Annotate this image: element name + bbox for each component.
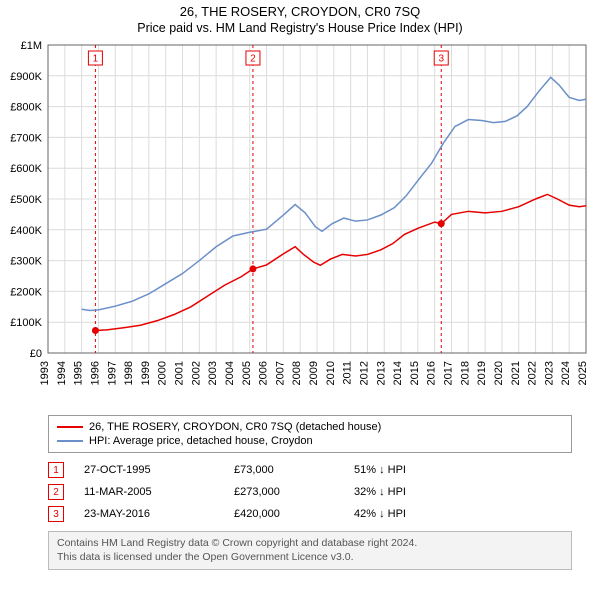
footer-line-1: Contains HM Land Registry data © Crown c… <box>57 537 563 551</box>
sale-price: £73,000 <box>234 464 354 476</box>
svg-text:2022: 2022 <box>527 361 539 385</box>
svg-text:2015: 2015 <box>409 361 421 385</box>
sale-date: 27-OCT-1995 <box>84 464 234 476</box>
sale-marker-box: 1 <box>48 462 64 478</box>
svg-text:2007: 2007 <box>274 361 286 385</box>
legend-label: HPI: Average price, detached house, Croy… <box>89 435 313 447</box>
svg-text:2014: 2014 <box>392 361 404 385</box>
svg-text:2003: 2003 <box>207 361 219 385</box>
svg-text:2004: 2004 <box>224 361 236 385</box>
svg-text:2019: 2019 <box>476 361 488 385</box>
svg-text:£800K: £800K <box>10 102 42 114</box>
svg-text:£500K: £500K <box>10 194 42 206</box>
svg-text:£900K: £900K <box>10 71 42 83</box>
svg-text:2009: 2009 <box>308 361 320 385</box>
svg-text:2001: 2001 <box>174 361 186 385</box>
sale-price: £420,000 <box>234 508 354 520</box>
svg-text:£700K: £700K <box>10 132 42 144</box>
svg-text:2005: 2005 <box>241 361 253 385</box>
svg-text:2023: 2023 <box>543 361 555 385</box>
legend: 26, THE ROSERY, CROYDON, CR0 7SQ (detach… <box>48 415 572 453</box>
attribution-footer: Contains HM Land Registry data © Crown c… <box>48 531 572 570</box>
legend-swatch <box>57 426 83 428</box>
sales-row: 1 27-OCT-1995£73,00051% ↓ HPI <box>48 459 572 481</box>
chart-area: £0 £100K £200K £300K £400K £500K £600K £700K £80… <box>0 39 600 409</box>
sales-table: 1 27-OCT-1995£73,00051% ↓ HPI 2 11-MAR-2005… <box>48 459 572 525</box>
svg-text:1995: 1995 <box>73 361 85 385</box>
svg-text:2018: 2018 <box>459 361 471 385</box>
svg-text:2013: 2013 <box>375 361 387 385</box>
legend-swatch <box>57 440 83 442</box>
svg-text:2017: 2017 <box>443 361 455 385</box>
svg-text:2002: 2002 <box>190 361 202 385</box>
svg-text:£600K: £600K <box>10 163 42 175</box>
sale-vs-hpi: 32% ↓ HPI <box>354 486 474 498</box>
svg-text:2025: 2025 <box>577 361 589 385</box>
svg-text:1994: 1994 <box>56 361 68 385</box>
legend-label: 26, THE ROSERY, CROYDON, CR0 7SQ (detach… <box>89 421 381 433</box>
svg-text:£0: £0 <box>30 348 42 360</box>
sale-date: 11-MAR-2005 <box>84 486 234 498</box>
chart-subtitle: Price paid vs. HM Land Registry's House … <box>0 19 600 39</box>
svg-text:£100K: £100K <box>10 317 42 329</box>
page: 26, THE ROSERY, CROYDON, CR0 7SQ Price p… <box>0 0 600 590</box>
svg-text:2016: 2016 <box>426 361 438 385</box>
svg-text:£1M: £1M <box>21 40 42 52</box>
sale-marker-box: 3 <box>48 506 64 522</box>
svg-text:1999: 1999 <box>140 361 152 385</box>
svg-text:2011: 2011 <box>342 361 354 385</box>
sales-row: 3 23-MAY-2016£420,00042% ↓ HPI <box>48 503 572 525</box>
sale-price: £273,000 <box>234 486 354 498</box>
svg-text:£200K: £200K <box>10 286 42 298</box>
svg-text:3: 3 <box>438 54 444 65</box>
svg-text:2021: 2021 <box>510 361 522 385</box>
svg-text:1996: 1996 <box>89 361 101 385</box>
svg-text:1993: 1993 <box>39 361 51 385</box>
svg-text:1997: 1997 <box>106 361 118 385</box>
svg-text:2024: 2024 <box>560 361 572 385</box>
line-chart: £0 £100K £200K £300K £400K £500K £600K £700K £80… <box>0 39 600 409</box>
svg-text:2: 2 <box>250 54 256 65</box>
svg-text:2006: 2006 <box>258 361 270 385</box>
footer-line-2: This data is licensed under the Open Gov… <box>57 551 563 565</box>
sales-row: 2 11-MAR-2005£273,00032% ↓ HPI <box>48 481 572 503</box>
svg-text:2010: 2010 <box>325 361 337 385</box>
sale-date: 23-MAY-2016 <box>84 508 234 520</box>
svg-text:2008: 2008 <box>291 361 303 385</box>
svg-text:2012: 2012 <box>358 361 370 385</box>
svg-text:£400K: £400K <box>10 225 42 237</box>
chart-title: 26, THE ROSERY, CROYDON, CR0 7SQ <box>0 0 600 19</box>
sale-vs-hpi: 51% ↓ HPI <box>354 464 474 476</box>
svg-text:£300K: £300K <box>10 256 42 268</box>
svg-text:2000: 2000 <box>157 361 169 385</box>
svg-text:1: 1 <box>93 54 99 65</box>
svg-text:2020: 2020 <box>493 361 505 385</box>
legend-item: HPI: Average price, detached house, Croy… <box>57 434 563 448</box>
svg-text:1998: 1998 <box>123 361 135 385</box>
sale-marker-box: 2 <box>48 484 64 500</box>
legend-item: 26, THE ROSERY, CROYDON, CR0 7SQ (detach… <box>57 420 563 434</box>
sale-vs-hpi: 42% ↓ HPI <box>354 508 474 520</box>
